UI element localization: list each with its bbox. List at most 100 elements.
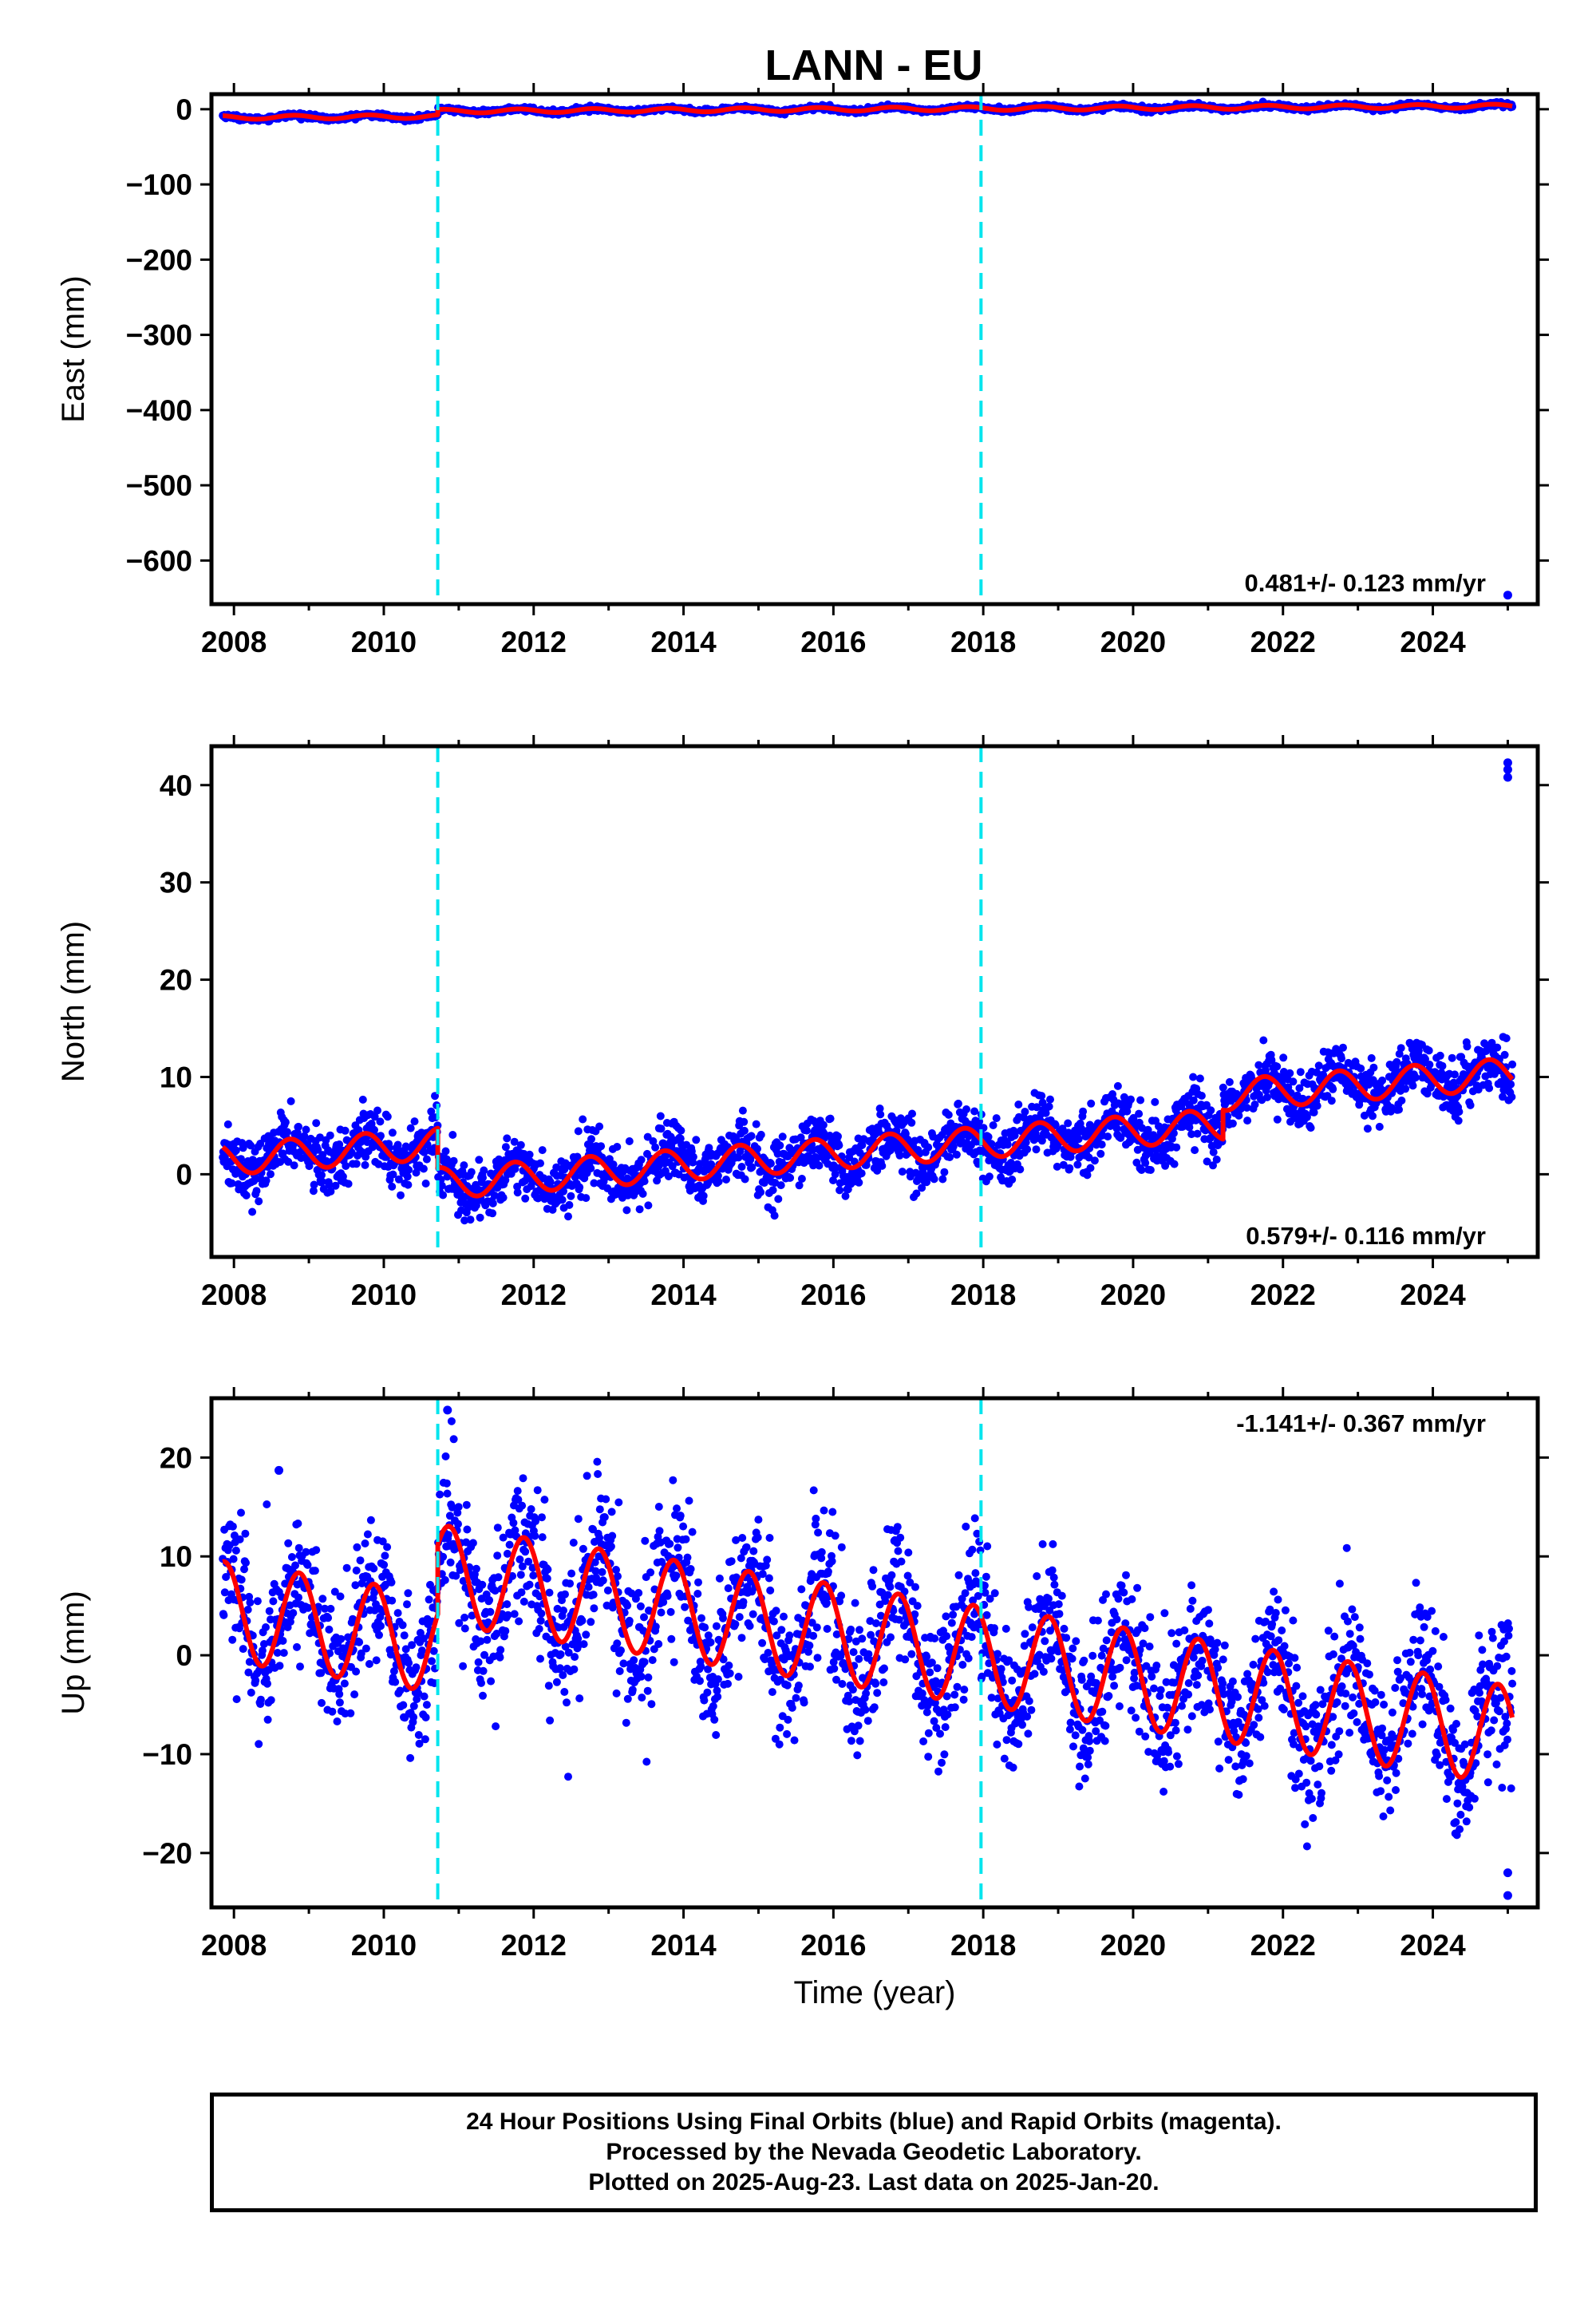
data-point [722,1176,730,1184]
data-point [1507,1093,1516,1101]
x-tick-label: 2012 [501,626,567,658]
data-point [1079,1107,1088,1116]
data-point [439,1191,448,1199]
data-point [567,1192,575,1200]
data-point [1207,1106,1215,1115]
north-panel: 2008 2010 2012 2014 2016 2018 2020 2022 20240102… [56,735,1549,1311]
plot-frame [209,744,1540,1259]
data-point [1451,1070,1459,1079]
data-point [1448,1053,1456,1062]
data-point [786,1173,795,1182]
data-point [1500,1050,1509,1059]
data-point [312,1119,321,1128]
data-point [768,1186,777,1195]
x-tick-label: 2010 [351,1279,417,1311]
data-point [1046,1095,1054,1104]
data-point [1228,1119,1237,1128]
data-point [284,1157,293,1166]
data-point [776,1141,784,1150]
east-panel: 2008 2010 2012 2014 2016 2018 2020 2022 20240−10… [56,83,1549,658]
data-point [388,1182,397,1191]
data-point [383,1113,392,1121]
data-point [898,1168,907,1176]
data-point [714,1177,723,1186]
data-point [770,1211,779,1220]
data-point [1485,1084,1494,1093]
data-point [1104,1132,1112,1141]
data-point [1136,1096,1145,1105]
data-point [740,1126,749,1135]
data-point [1466,1101,1475,1109]
data-point [1003,1140,1012,1149]
y-tick-label: −400 [126,394,192,427]
data-point [1064,1119,1073,1128]
data-point [1378,1076,1387,1085]
data-point [1502,1034,1511,1042]
data-point [239,1144,247,1152]
data-point [1327,1097,1336,1105]
data-point [1279,1053,1288,1062]
data-point [1090,1156,1099,1165]
data-point [1083,1171,1092,1180]
data-point [826,1114,835,1123]
data-point [241,1529,250,1538]
y-tick-label: 20 [160,964,192,997]
data-point [930,1175,938,1184]
data-point [940,1168,949,1176]
data-point [232,1695,241,1704]
data-point [1191,1146,1199,1155]
data-point [635,1205,644,1214]
y-axis-label: East (mm) [56,275,91,422]
data-point [778,1132,787,1141]
data-point [984,1132,993,1141]
data-point [582,1194,591,1203]
data-point [1306,1124,1315,1132]
x-tick-label: 2008 [201,1279,267,1311]
data-point [501,1143,510,1152]
data-point [229,1555,238,1563]
data-point [358,1095,367,1104]
data-point [752,1120,760,1128]
data-point [410,1117,419,1126]
data-point [286,1097,295,1105]
data-point [579,1115,587,1124]
data-point [460,1161,468,1170]
data-point [237,1155,245,1164]
data-point [404,1180,413,1189]
data-point [1146,1166,1155,1174]
data-point [1259,1036,1268,1045]
data-point [952,1150,961,1159]
data-point [373,1106,381,1115]
data-point [475,1156,484,1164]
data-point [747,1132,756,1140]
data-point [836,1186,844,1195]
data-point [513,1188,522,1197]
y-tick-label: 40 [160,769,192,802]
data-point [1337,1054,1345,1063]
data-point [1454,1117,1463,1125]
data-point [228,1635,237,1644]
x-tick-label: 2008 [201,626,267,658]
data-point [1363,1124,1372,1133]
data-point [1189,1073,1198,1081]
x-tick-label: 2022 [1250,626,1316,658]
data-point [907,1118,916,1127]
x-tick-label: 2012 [501,1279,567,1311]
x-tick-label: 2020 [1100,1279,1166,1311]
data-point [488,1209,497,1218]
data-point [1014,1101,1023,1109]
data-point [538,1146,547,1155]
data-point [1367,1053,1376,1062]
data-point [1425,1061,1434,1069]
y-tick-label: −500 [126,469,192,502]
data-point [282,1128,291,1136]
data-point [1507,1080,1515,1089]
data-point [587,1164,595,1172]
data-point [403,1172,412,1181]
data-point [1137,1166,1146,1174]
y-axis-label: North (mm) [56,921,91,1082]
x-tick-label: 2024 [1400,1279,1466,1311]
data-point [1021,1108,1029,1116]
data-point [219,1611,228,1619]
data-point [774,1195,783,1203]
